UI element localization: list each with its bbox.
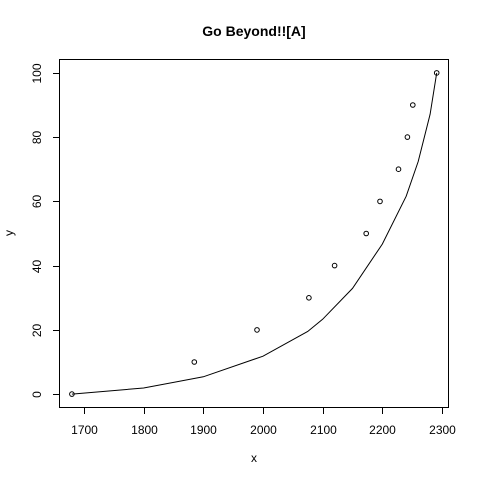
x-axis: 1700 1800 1900 2000 2100 2200 2300 <box>71 407 456 437</box>
x-tick-label: 1900 <box>190 423 217 437</box>
fitted-curve <box>71 72 438 395</box>
x-tick-label: 1800 <box>131 423 158 437</box>
data-point <box>254 327 260 333</box>
y-tick-label: 80 <box>30 131 44 145</box>
data-point <box>191 359 198 365</box>
data-point <box>404 134 411 140</box>
y-tick-label: 20 <box>30 324 44 338</box>
data-point <box>331 262 338 269</box>
x-tick-label: 2000 <box>250 423 277 437</box>
data-points <box>69 70 440 397</box>
x-axis-label: x <box>251 451 257 465</box>
y-tick-label: 0 <box>30 391 44 398</box>
y-axis-label: y <box>2 230 16 236</box>
data-point <box>363 230 370 237</box>
y-tick-label: 60 <box>30 195 44 209</box>
data-point <box>306 295 312 301</box>
data-point <box>69 391 75 397</box>
y-tick-label: 40 <box>30 260 44 274</box>
x-tick-label: 2300 <box>429 423 456 437</box>
y-axis: 0 20 40 60 80 100 <box>30 63 60 398</box>
x-tick-label: 2100 <box>310 423 337 437</box>
chart-title: Go Beyond!![A] <box>202 23 305 39</box>
x-tick-label: 2200 <box>369 423 396 437</box>
y-tick-label: 100 <box>30 63 44 83</box>
x-tick-label: 1700 <box>71 423 98 437</box>
data-point <box>377 198 383 205</box>
data-point <box>395 166 402 172</box>
data-point <box>410 102 416 108</box>
data-point <box>433 70 440 76</box>
